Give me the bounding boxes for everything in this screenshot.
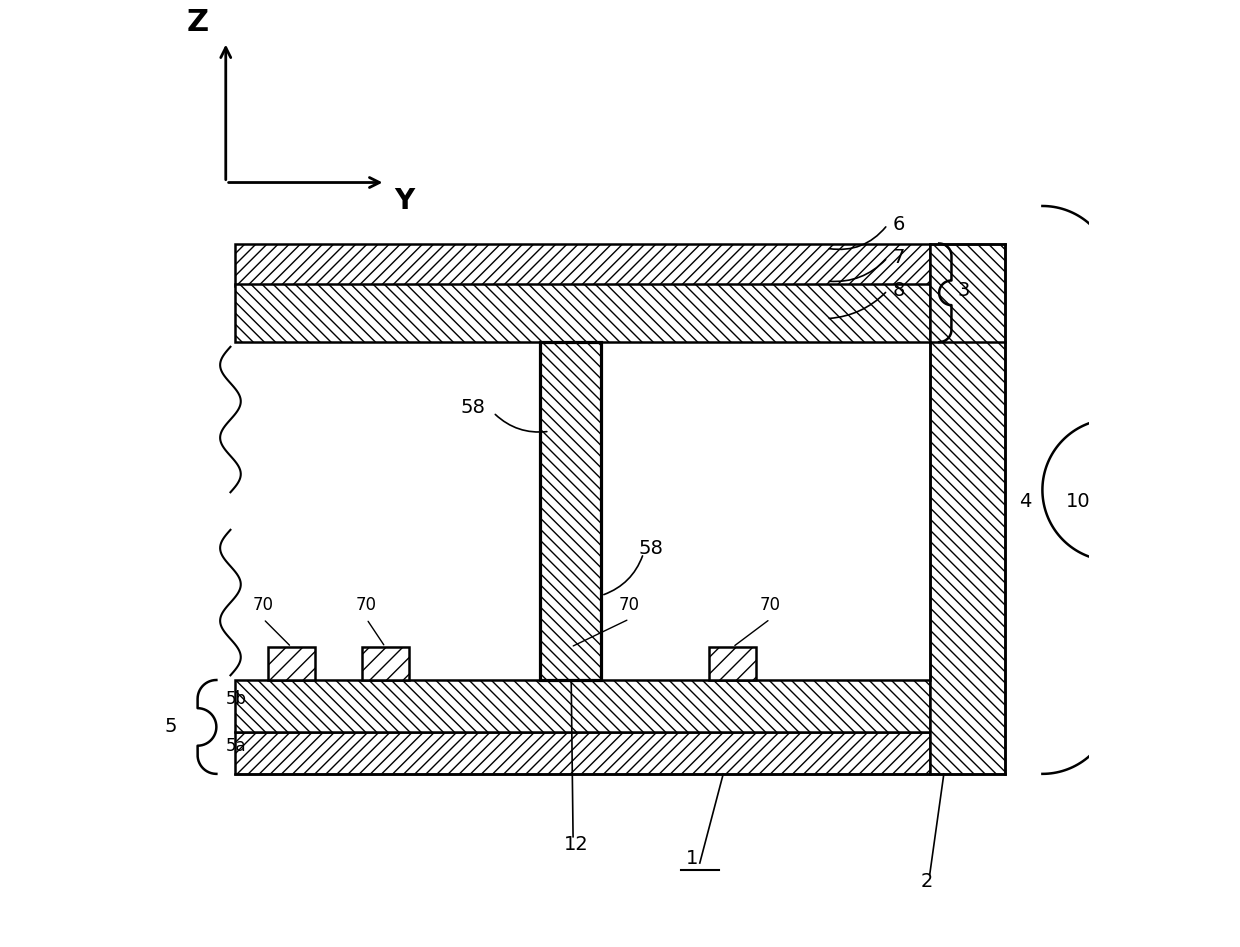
Bar <box>930 243 1004 774</box>
Text: 5b: 5b <box>226 689 247 707</box>
Text: 6: 6 <box>893 215 905 234</box>
Text: 70: 70 <box>253 596 274 614</box>
Text: Z: Z <box>186 9 208 38</box>
Bar <box>541 342 601 680</box>
Text: 70: 70 <box>760 596 781 614</box>
Text: 58: 58 <box>639 539 663 558</box>
Bar <box>236 284 930 342</box>
Text: 58: 58 <box>460 399 485 418</box>
Bar <box>268 647 315 680</box>
Text: 8: 8 <box>893 281 905 300</box>
Text: 7: 7 <box>893 248 905 267</box>
Text: 4: 4 <box>1019 492 1032 511</box>
Text: 10: 10 <box>1066 492 1090 511</box>
Text: 5a: 5a <box>226 737 247 755</box>
Text: 12: 12 <box>564 834 589 854</box>
Bar <box>362 647 409 680</box>
Bar <box>236 732 930 774</box>
Bar <box>541 342 601 680</box>
Text: 1: 1 <box>686 849 698 867</box>
Text: 2: 2 <box>920 872 932 891</box>
Text: 3: 3 <box>959 281 970 300</box>
Text: 70: 70 <box>356 596 377 614</box>
Text: 5: 5 <box>165 718 177 737</box>
Text: 70: 70 <box>619 596 640 614</box>
Bar <box>709 647 756 680</box>
Bar <box>236 243 930 286</box>
Text: Y: Y <box>394 188 414 215</box>
Bar <box>541 647 601 680</box>
Bar <box>236 680 930 732</box>
